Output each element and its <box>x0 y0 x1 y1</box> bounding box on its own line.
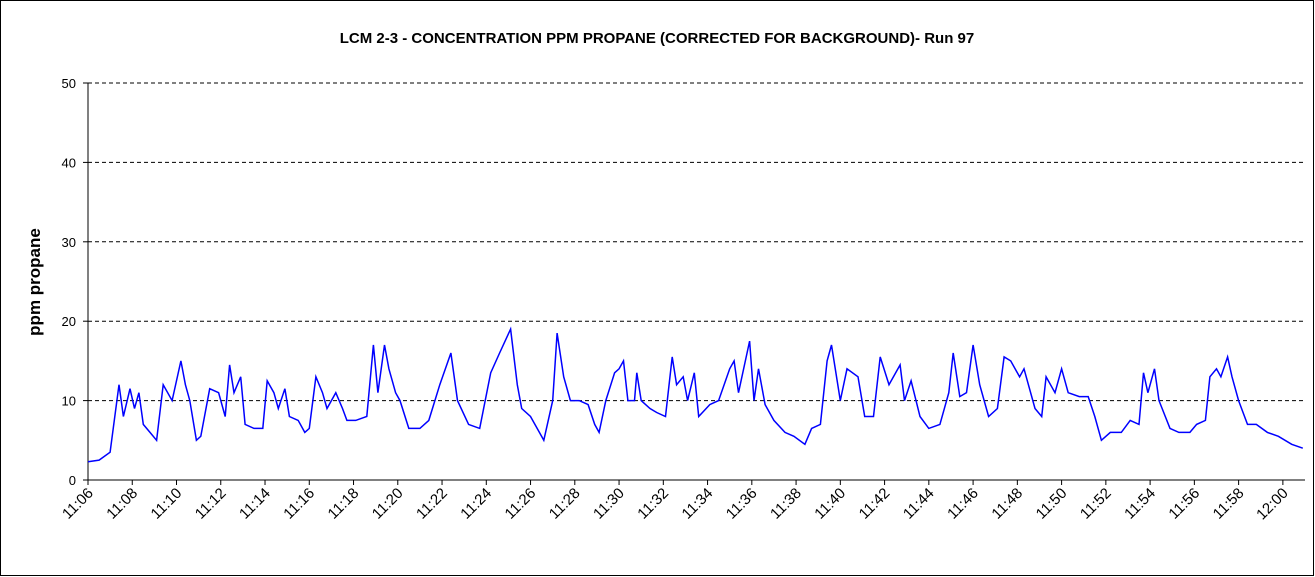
y-tick-label: 10 <box>62 394 76 409</box>
y-tick-label: 40 <box>62 155 76 170</box>
y-tick-label: 20 <box>62 314 76 329</box>
y-axis-label: ppm propane <box>25 228 44 336</box>
y-tick-label: 50 <box>62 76 76 91</box>
y-tick-label: 0 <box>69 473 76 488</box>
data-line <box>87 326 1304 463</box>
chart-title: LCM 2-3 - CONCENTRATION PPM PROPANE (COR… <box>340 30 974 47</box>
y-tick-label: 30 <box>62 235 76 250</box>
